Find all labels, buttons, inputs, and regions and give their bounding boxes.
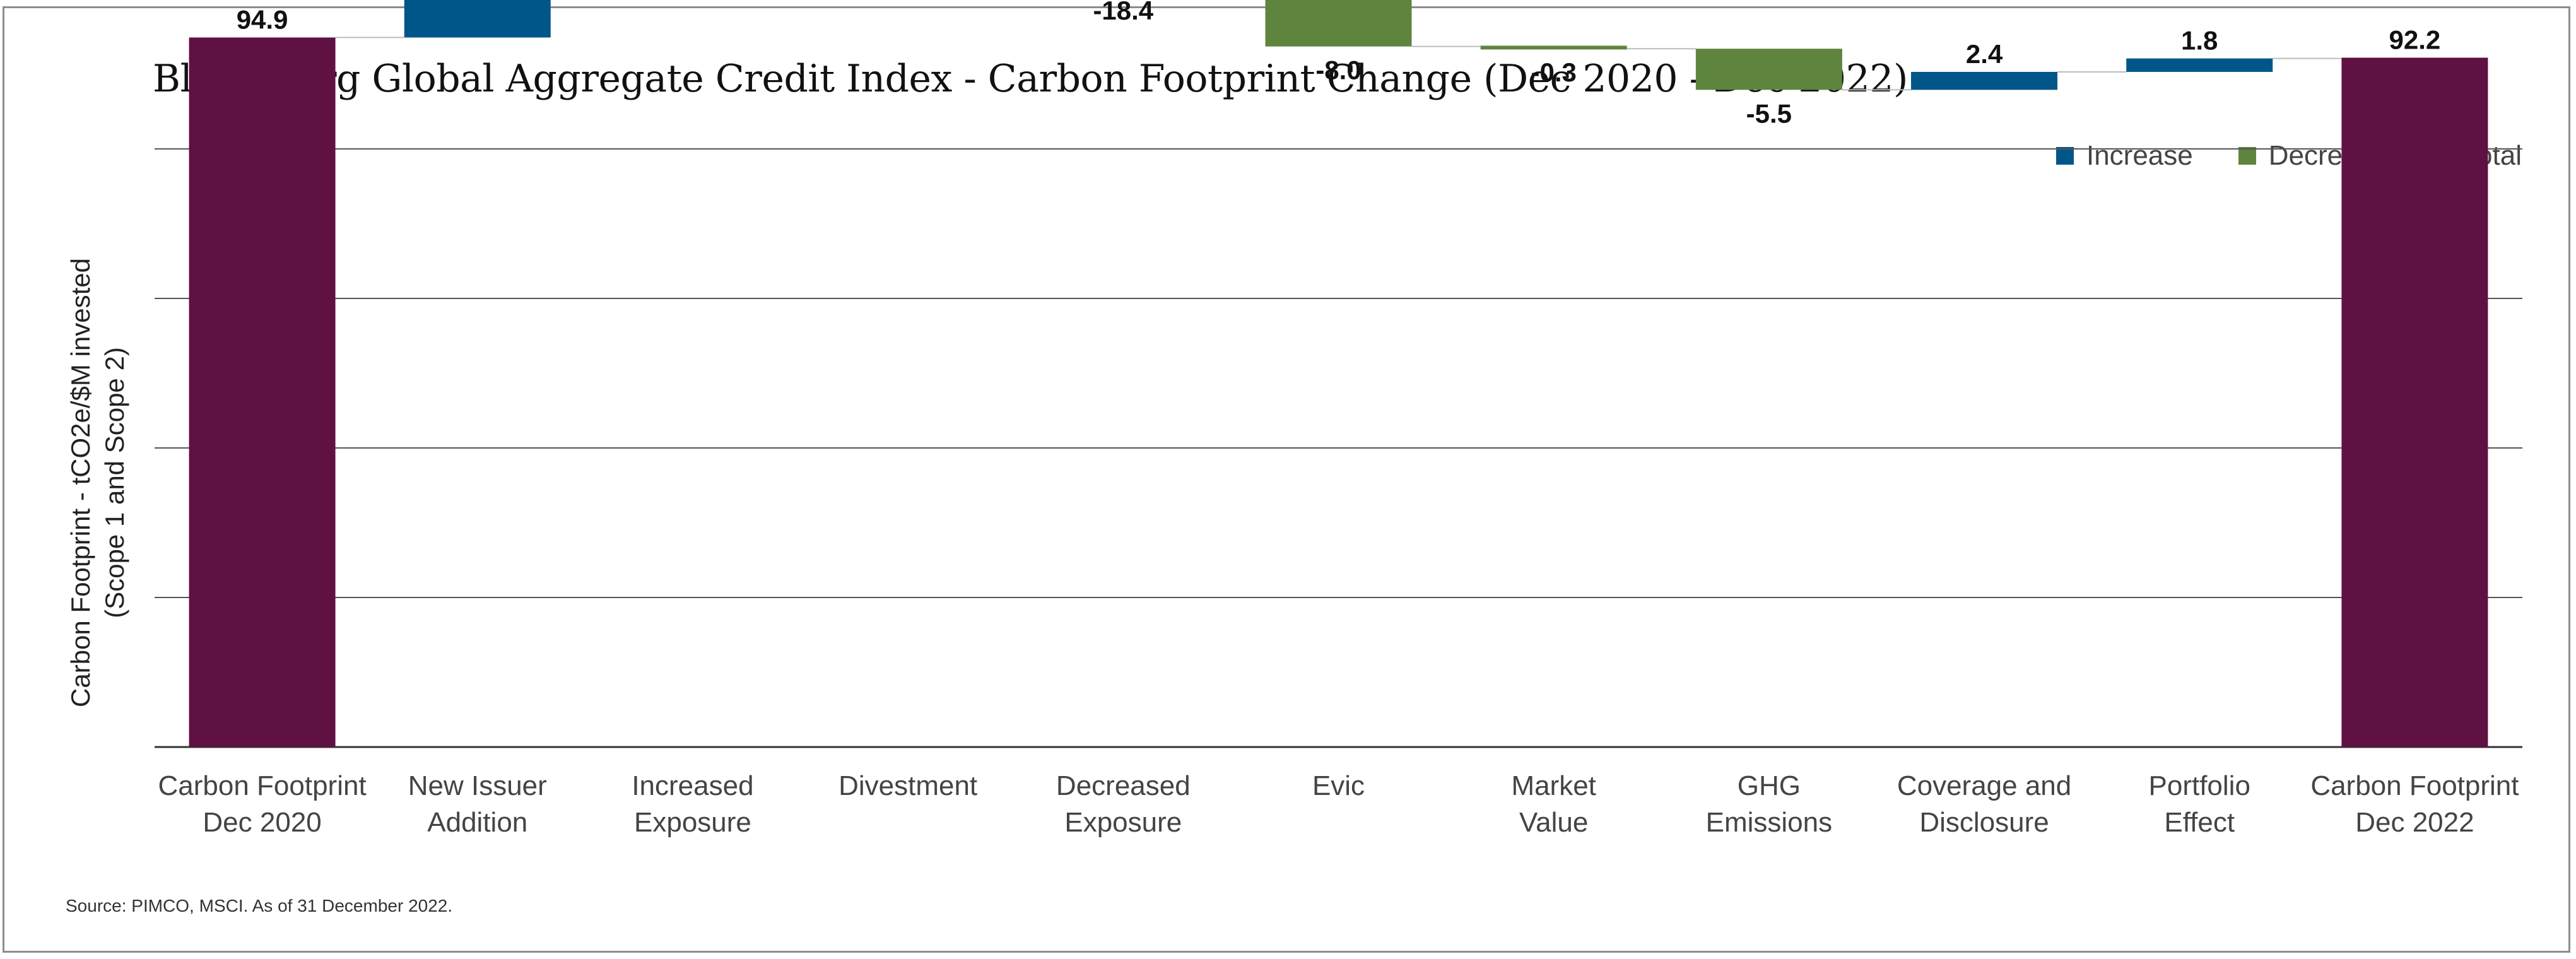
- bar-total: [189, 37, 336, 747]
- chart-frame: [3, 6, 2570, 953]
- bar-decrease: [1695, 49, 1842, 90]
- category-label: Portfolio: [2149, 770, 2250, 801]
- bar-decrease: [1480, 45, 1627, 50]
- bar-decrease: [1265, 0, 1412, 47]
- chart-title: Bloomberg Global Aggregate Credit Index …: [153, 57, 1908, 101]
- category-label: Emissions: [1706, 807, 1833, 838]
- bar-increase: [1911, 71, 2058, 90]
- category-label: Carbon Footprint: [2310, 770, 2519, 801]
- data-label: 92.2: [2389, 25, 2441, 54]
- category-label: Increased: [632, 770, 753, 801]
- category-label: Evic: [1312, 770, 1365, 801]
- data-label: -8.0: [1315, 56, 1361, 85]
- category-label: Value: [1519, 807, 1588, 838]
- data-label: -18.4: [1093, 0, 1153, 25]
- legend-item-increase: Increase: [2056, 140, 2193, 172]
- bar-increase: [404, 0, 551, 38]
- category-label: Coverage and: [1897, 770, 2071, 801]
- category-label: Effect: [2164, 807, 2235, 838]
- category-label: Market: [1511, 770, 1596, 801]
- category-label: New Issuer: [408, 770, 547, 801]
- data-label: 1.8: [2181, 26, 2218, 56]
- category-label: Dec 2020: [203, 807, 321, 838]
- legend-swatch-decrease: [2238, 147, 2256, 165]
- bar-total: [2341, 57, 2488, 747]
- legend-swatch-increase: [2056, 147, 2074, 165]
- source-note: Source: PIMCO, MSCI. As of 31 December 2…: [66, 896, 453, 915]
- data-label: -5.5: [1746, 98, 1792, 128]
- category-label: Exposure: [634, 807, 751, 838]
- category-label: Dec 2022: [2355, 807, 2474, 838]
- category-label: Carbon Footprint: [158, 770, 367, 801]
- data-label: -0.3: [1531, 57, 1576, 87]
- bar-increase: [2126, 58, 2273, 72]
- data-label: 2.4: [1966, 39, 2003, 69]
- category-label: Disclosure: [1919, 807, 2049, 838]
- category-label: GHG: [1738, 770, 1801, 801]
- category-label: Addition: [427, 807, 527, 838]
- data-label: 94.9: [237, 4, 288, 34]
- category-label: Decreased: [1056, 770, 1191, 801]
- category-label: Divestment: [838, 770, 977, 801]
- category-label: Exposure: [1064, 807, 1182, 838]
- legend-label-increase: Increase: [2086, 140, 2193, 171]
